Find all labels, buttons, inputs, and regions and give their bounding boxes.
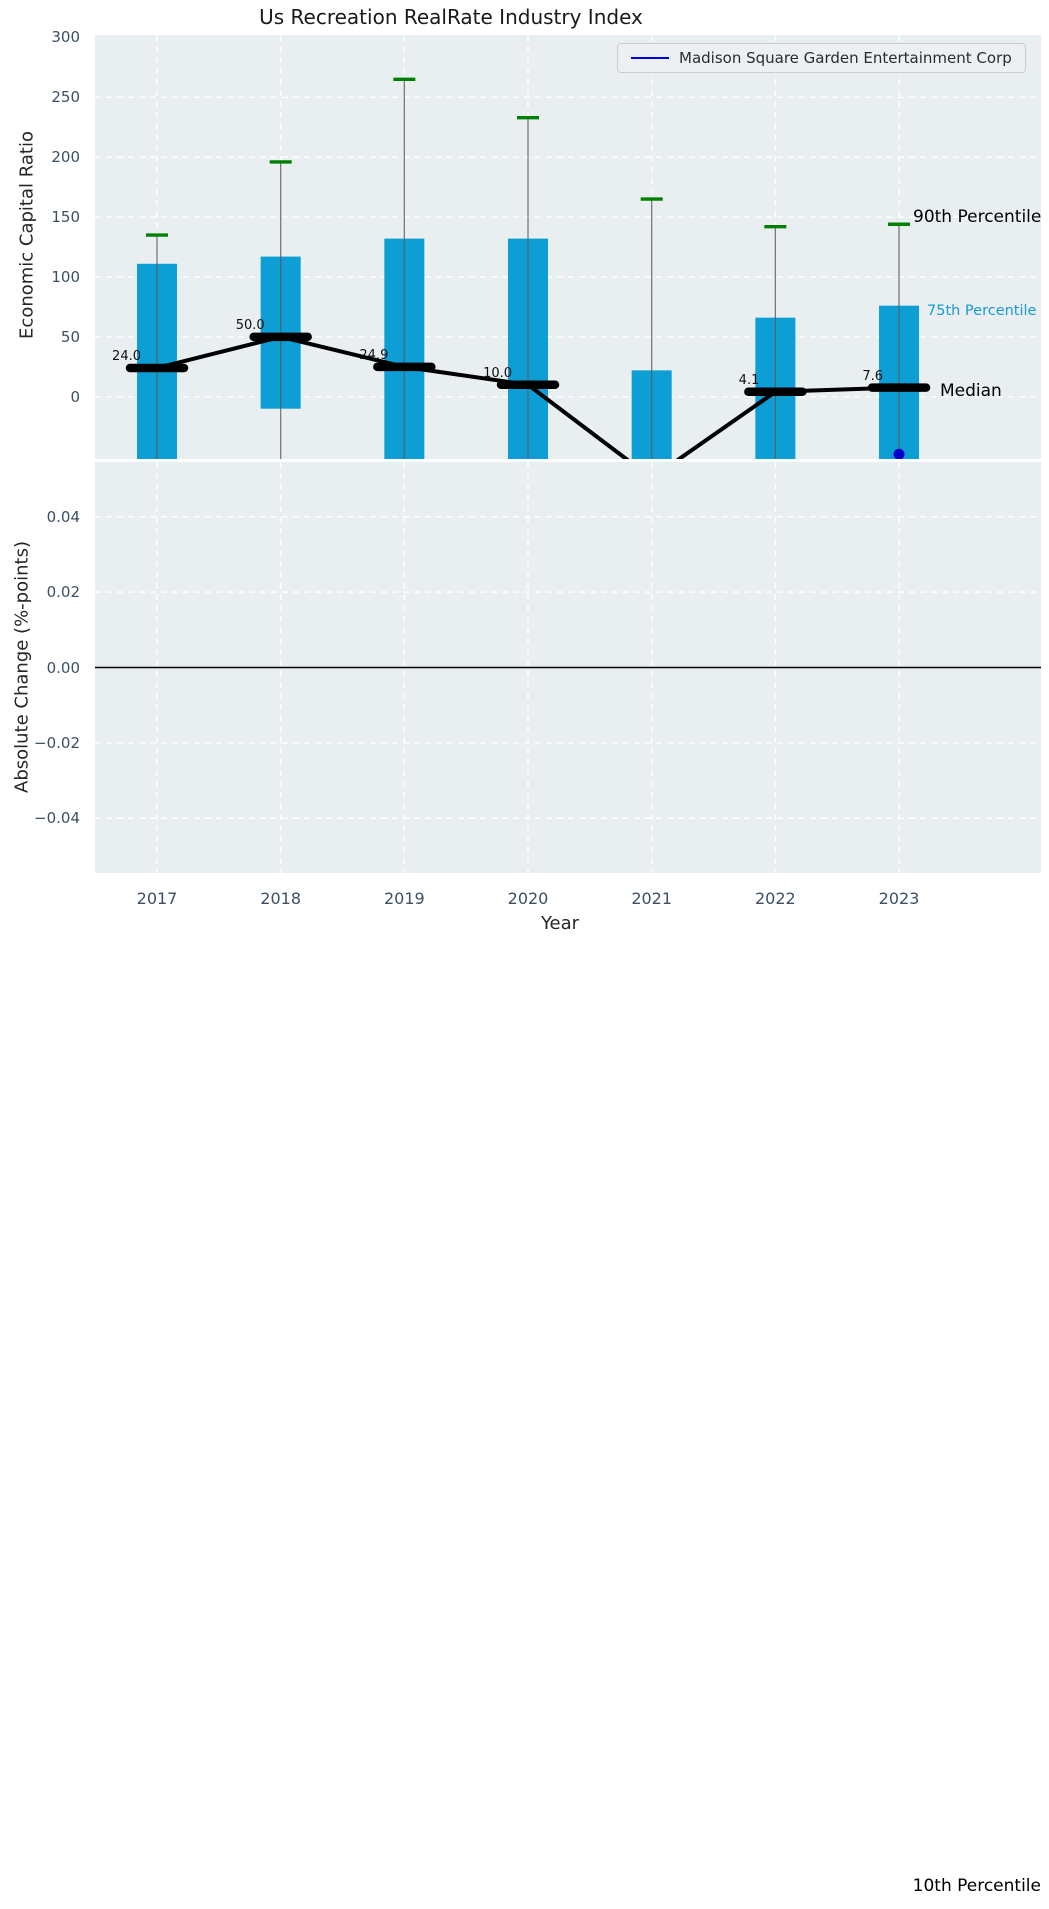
- annotation-75th-percentile: 75th Percentile: [927, 303, 1037, 319]
- bottom-y-tick-label: 0.04: [46, 507, 80, 526]
- top-y-tick-label: 100: [51, 267, 80, 286]
- legend-line-swatch: [631, 57, 669, 59]
- annotation-10th-percentile: 10th Percentile: [912, 1876, 1041, 1896]
- x-axis-label: Year: [540, 913, 580, 934]
- chart-title: Us Recreation RealRate Industry Index: [259, 5, 643, 29]
- x-tick-label: 2021: [631, 889, 673, 908]
- company-marker-dot: [893, 448, 905, 459]
- x-tick-label: 2022: [754, 889, 796, 908]
- median-value-label: 4.1: [738, 372, 760, 388]
- annotation-90th-percentile: 90th Percentile: [913, 207, 1042, 227]
- top-plot-area: [95, 35, 1041, 459]
- x-tick-label: 2020: [507, 889, 549, 908]
- median-value-label: 50.0: [235, 317, 265, 333]
- x-tick-label: 2017: [136, 889, 178, 908]
- x-tick-label: 2019: [383, 889, 425, 908]
- top-y-tick-label: 50: [60, 327, 80, 346]
- top-y-tick-label: 150: [51, 208, 80, 227]
- bottom-plot-canvas: [95, 462, 1041, 873]
- annotation-median: Median: [940, 381, 1002, 401]
- bottom-y-tick-label: 0.00: [46, 658, 80, 677]
- bottom-y-tick-label: −0.02: [34, 733, 80, 752]
- legend: Madison Square Garden Entertainment Corp: [617, 43, 1026, 73]
- top-y-axis-label: Economic Capital Ratio: [16, 131, 38, 339]
- top-y-tick-label: 200: [51, 148, 80, 167]
- bottom-plot-area: [95, 462, 1041, 873]
- bottom-y-tick-label: −0.04: [34, 809, 80, 828]
- x-tick-label: 2023: [878, 889, 920, 908]
- top-y-tick-label: 300: [51, 28, 80, 47]
- median-value-label: 24.9: [359, 347, 389, 363]
- x-tick-label: 2018: [260, 889, 302, 908]
- bottom-y-axis-label: Absolute Change (%-points): [11, 541, 33, 793]
- bottom-y-tick-label: 0.02: [46, 583, 80, 602]
- top-plot-canvas: [95, 35, 1041, 459]
- legend-series-label: Madison Square Garden Entertainment Corp: [679, 49, 1012, 67]
- median-value-label: 7.6: [862, 368, 884, 384]
- median-value-label: 10.0: [483, 365, 513, 381]
- top-y-tick-label: 0: [70, 387, 80, 406]
- median-value-label: 24.0: [112, 348, 141, 364]
- top-y-tick-label: 250: [51, 88, 80, 107]
